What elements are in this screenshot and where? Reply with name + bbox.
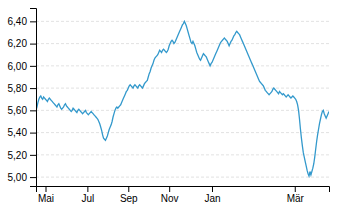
y-tick-label: 5,40: [8, 127, 28, 138]
y-tick-label: 6,00: [8, 61, 28, 72]
y-tick-mark: [30, 133, 36, 134]
y-tick-mark: [30, 44, 36, 45]
x-axis: Mai Jul Sep Nov Jan Mär: [37, 186, 330, 204]
y-axis: 5,00 5,20 5,40 5,60 5,80 6,00 6,20 6,40: [8, 9, 37, 187]
x-tick: Nov: [161, 186, 179, 204]
x-tick-label: Nov: [161, 193, 179, 204]
y-tick: 6,40: [8, 16, 36, 27]
y-tick-label: 5,80: [8, 83, 28, 94]
y-tick-label: 5,60: [8, 105, 28, 116]
y-tick: 5,60: [8, 105, 36, 116]
y-tick-mark: [30, 21, 36, 22]
x-tick-mark: [87, 186, 88, 192]
x-axis-line: [37, 187, 330, 193]
y-tick-label: 6,20: [8, 38, 28, 49]
x-tick: Sep: [120, 186, 138, 204]
grid-line: [36, 154, 329, 155]
y-tick-mark: [30, 66, 36, 67]
x-tick: Jan: [204, 186, 220, 204]
y-tick-label: 6,40: [8, 16, 28, 27]
y-tick: 6,20: [8, 38, 36, 49]
x-tick-label: Mär: [287, 193, 305, 204]
x-tick-label: Jul: [81, 193, 94, 204]
x-tick-label: Jan: [204, 193, 220, 204]
x-tick-label: Mai: [38, 193, 54, 204]
x-tick-label: Sep: [120, 193, 138, 204]
y-axis-line: [30, 9, 37, 187]
grid-line: [36, 21, 329, 22]
grid: [36, 21, 329, 177]
x-tick-mark: [295, 186, 296, 192]
x-tick-mark: [212, 186, 213, 192]
y-tick-label: 5,20: [8, 150, 28, 161]
y-tick-mark: [30, 177, 36, 178]
x-tick: Mai: [38, 186, 54, 204]
plot-area: [36, 21, 329, 176]
y-tick-label: 5,00: [8, 172, 28, 183]
grid-line: [36, 88, 329, 89]
y-tick: 5,20: [8, 150, 36, 161]
y-tick: 5,40: [8, 127, 36, 138]
x-tick-mark: [128, 186, 129, 192]
y-tick: 6,00: [8, 61, 36, 72]
grid-line: [36, 65, 329, 66]
y-tick-mark: [30, 155, 36, 156]
grid-line: [36, 177, 329, 178]
chart: Mai Jul Sep Nov Jan Mär 5,00 5,20 5,40 5,60 5,80 6,…: [0, 0, 341, 206]
y-tick: 5,00: [8, 172, 36, 183]
y-tick-mark: [30, 110, 36, 111]
x-tick: Jul: [81, 186, 94, 204]
x-tick-mark: [46, 186, 47, 192]
grid-line: [36, 43, 329, 44]
grid-line: [36, 132, 329, 133]
x-tick-mark: [169, 186, 170, 192]
x-tick: Mär: [287, 186, 305, 204]
price-line: [36, 21, 329, 176]
y-tick-mark: [30, 88, 36, 89]
y-tick: 5,80: [8, 83, 36, 94]
